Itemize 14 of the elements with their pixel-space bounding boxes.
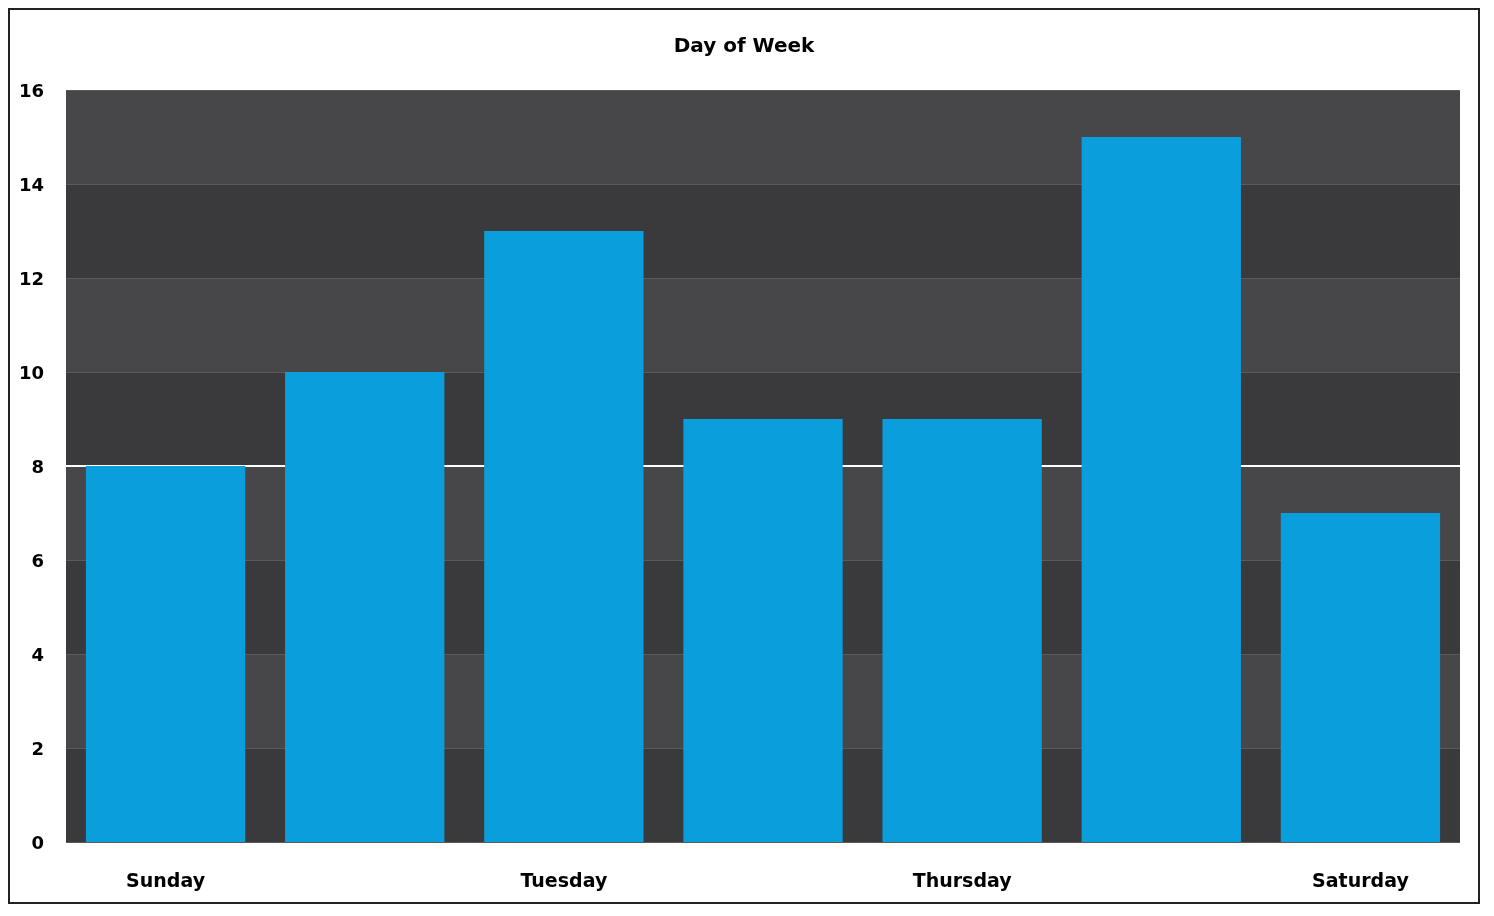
y-tick-label: 6 — [31, 549, 44, 571]
x-tick-label: Sunday — [126, 868, 206, 891]
y-tick-label: 0 — [31, 831, 44, 853]
x-tick-label: Thursday — [912, 868, 1013, 891]
y-tick-label: 2 — [31, 737, 44, 759]
x-tick-label: Tuesday — [520, 868, 608, 891]
y-tick-label: 14 — [18, 173, 44, 195]
chart-title: Day of Week — [673, 33, 816, 57]
y-tick-label: 4 — [31, 643, 44, 665]
y-tick-label: 16 — [18, 79, 44, 101]
y-tick-label: 10 — [18, 361, 44, 383]
y-tick-label: 8 — [31, 455, 44, 477]
x-tick-label: Saturday — [1312, 868, 1410, 891]
y-tick-label: 12 — [18, 267, 44, 289]
